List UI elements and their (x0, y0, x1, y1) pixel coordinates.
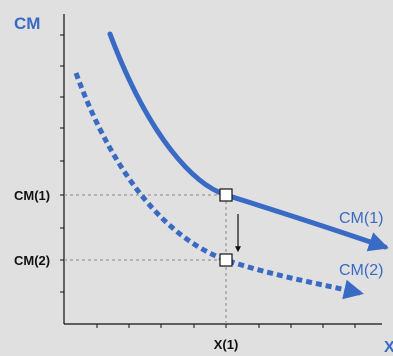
x-axis-title: X (384, 339, 393, 356)
x-tick-label-x1: X(1) (214, 337, 239, 352)
y-tick-label-cm1: CM(1) (14, 188, 50, 203)
y-axis-title: CM (14, 14, 40, 33)
curve-label-cm1: CM(1) (339, 210, 383, 227)
curve-label-cm2: CM(2) (339, 262, 383, 279)
y-tick-label-cm2: CM(2) (14, 253, 50, 268)
point-cm1-marker (220, 189, 232, 201)
point-cm2-marker (220, 254, 232, 266)
